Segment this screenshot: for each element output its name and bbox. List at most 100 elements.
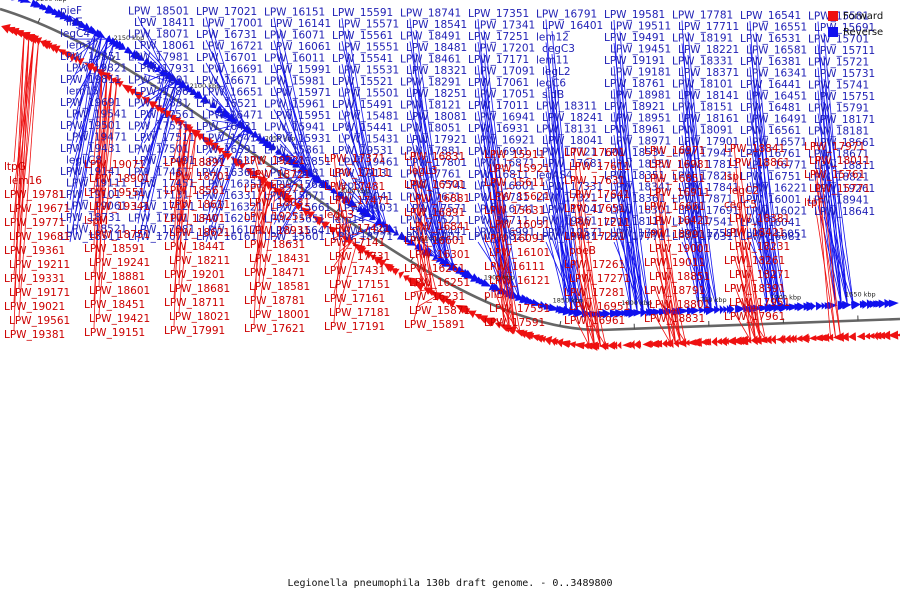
reverse-gene-label: LPW_15711 [814, 45, 875, 57]
reverse-gene-label: LPW_15701 [808, 34, 869, 46]
reverse-leader-line [687, 77, 718, 310]
reverse-gene-label: LPW_18161 [678, 113, 739, 125]
reverse-gene-label: LPW_17331 [542, 181, 603, 193]
forward-leader-line [333, 235, 342, 323]
forward-feature-glyph [890, 330, 899, 340]
reverse-gene-label: LPW_15661 [270, 202, 331, 214]
reverse-gene-label: legLC8 [66, 155, 102, 167]
reverse-leader-line [341, 109, 382, 224]
forward-feature-glyph [587, 341, 598, 351]
reverse-feature-glyph [652, 308, 663, 316]
forward-leader-line [498, 275, 510, 329]
reverse-gene-label: LPW_16471 [202, 110, 263, 122]
forward-leader-line [738, 213, 766, 341]
reverse-feature-glyph [615, 309, 626, 318]
reverse-gene-label: LPW_15521 [332, 76, 393, 88]
forward-feature-glyph [233, 159, 243, 167]
reverse-feature-glyph [379, 220, 388, 228]
forward-gene-label: LPW_16951 [569, 301, 630, 313]
reverse-gene-label: LPW_18191 [672, 33, 733, 45]
reverse-gene-label: LPW_15581 [808, 11, 869, 23]
forward-leader-line [733, 311, 751, 341]
reverse-gene-label: LPW_16711 [468, 215, 529, 227]
reverse-feature-glyph [759, 304, 771, 312]
reverse-leader-line [749, 158, 768, 308]
forward-feature-glyph [562, 340, 571, 348]
reverse-gene-label: LPW_16521 [196, 98, 257, 110]
reverse-feature-glyph [806, 301, 817, 312]
forward-gene-label: LPW_18701 [169, 171, 230, 183]
forward-feature-glyph [56, 48, 67, 56]
forward-gene-label: LPW_18631 [244, 239, 305, 251]
forward-feature-glyph [18, 31, 31, 41]
forward-feature-glyph [221, 150, 231, 159]
forward-leader-line [173, 129, 192, 187]
reverse-gene-label: LPW_16751 [740, 171, 801, 183]
reverse-gene-label: LPW_15851 [270, 156, 331, 168]
reverse-gene-label: LPW_17461 [128, 167, 189, 179]
forward-feature-glyph [78, 58, 84, 65]
legend-forward: Forward [828, 8, 892, 24]
forward-gene-label: LPW_15631 [484, 205, 545, 217]
reverse-leader-line [613, 203, 638, 313]
reverse-leader-line [273, 109, 314, 178]
reverse-leader-line [75, 35, 102, 51]
forward-gene-label: LPW_16831 [404, 151, 465, 163]
reverse-leader-line [755, 78, 786, 308]
reverse-leader-line [75, 39, 109, 166]
reverse-gene-label: LPW_19431 [60, 143, 121, 155]
reverse-leader-line [205, 16, 234, 120]
forward-feature-glyph [448, 299, 455, 308]
reverse-gene-label: LPW_17501 [128, 144, 189, 156]
reverse-leader-line [619, 146, 650, 313]
reverse-gene-label: LPW_18241 [542, 112, 603, 124]
forward-gene-label: lspM [84, 215, 108, 227]
forward-feature-glyph [850, 332, 857, 341]
reverse-gene-label: LPW_17511 [134, 132, 195, 144]
reverse-leader-line [687, 100, 712, 310]
legend-reverse-label: Reverse [843, 26, 884, 38]
forward-feature-glyph [185, 126, 194, 133]
forward-gene-label: LPW_18011 [809, 155, 870, 167]
reverse-feature-glyph [691, 306, 700, 315]
forward-gene-label: LPW_16601 [404, 235, 465, 247]
forward-leader-line [573, 259, 601, 347]
forward-feature-glyph [252, 172, 260, 180]
forward-feature-glyph [695, 337, 702, 347]
forward-feature-glyph [178, 120, 185, 128]
reverse-feature-glyph [719, 304, 725, 315]
reverse-gene-label: LPW_17251 [468, 31, 529, 43]
reverse-gene-label: LPW_18961 [604, 124, 665, 136]
reverse-leader-line [545, 241, 579, 313]
reverse-leader-line [817, 136, 842, 306]
forward-feature-glyph [386, 265, 395, 273]
forward-feature-glyph [217, 147, 225, 155]
reverse-gene-label: LPW_18171 [814, 114, 875, 126]
forward-feature-glyph [373, 256, 383, 266]
reverse-gene-label: sidB [542, 89, 564, 101]
reverse-gene-label: LPW_17891 [128, 75, 189, 87]
forward-feature-glyph [808, 335, 817, 342]
reverse-feature-glyph [788, 303, 799, 311]
reverse-feature-glyph [149, 61, 158, 70]
reverse-leader-line [749, 227, 768, 308]
reverse-gene-label: LPW_16151 [264, 7, 325, 19]
forward-leader-line [13, 34, 25, 247]
forward-leader-line [413, 207, 428, 290]
reverse-gene-label: LPW_15491 [332, 99, 393, 111]
reverse-feature-glyph [320, 179, 331, 190]
reverse-leader-line [69, 32, 96, 155]
forward-gene-label: LPW_19381 [4, 329, 65, 341]
reverse-feature-glyph [403, 236, 411, 243]
scale-tick [484, 296, 488, 302]
forward-feature-glyph [706, 338, 712, 346]
reverse-gene-label: LPW_18731 [60, 212, 121, 224]
reverse-gene-label: LPW_16141 [270, 18, 331, 30]
reverse-leader-line [211, 97, 246, 129]
reverse-leader-line [687, 54, 706, 311]
forward-gene-label: LPW_17261 [564, 259, 625, 271]
reverse-gene-label: LPW_17531 [128, 121, 189, 133]
forward-gene-label: LPW_18891 [164, 157, 225, 169]
forward-feature-glyph [287, 197, 294, 204]
reverse-gene-label: LPW_18121 [400, 100, 461, 112]
